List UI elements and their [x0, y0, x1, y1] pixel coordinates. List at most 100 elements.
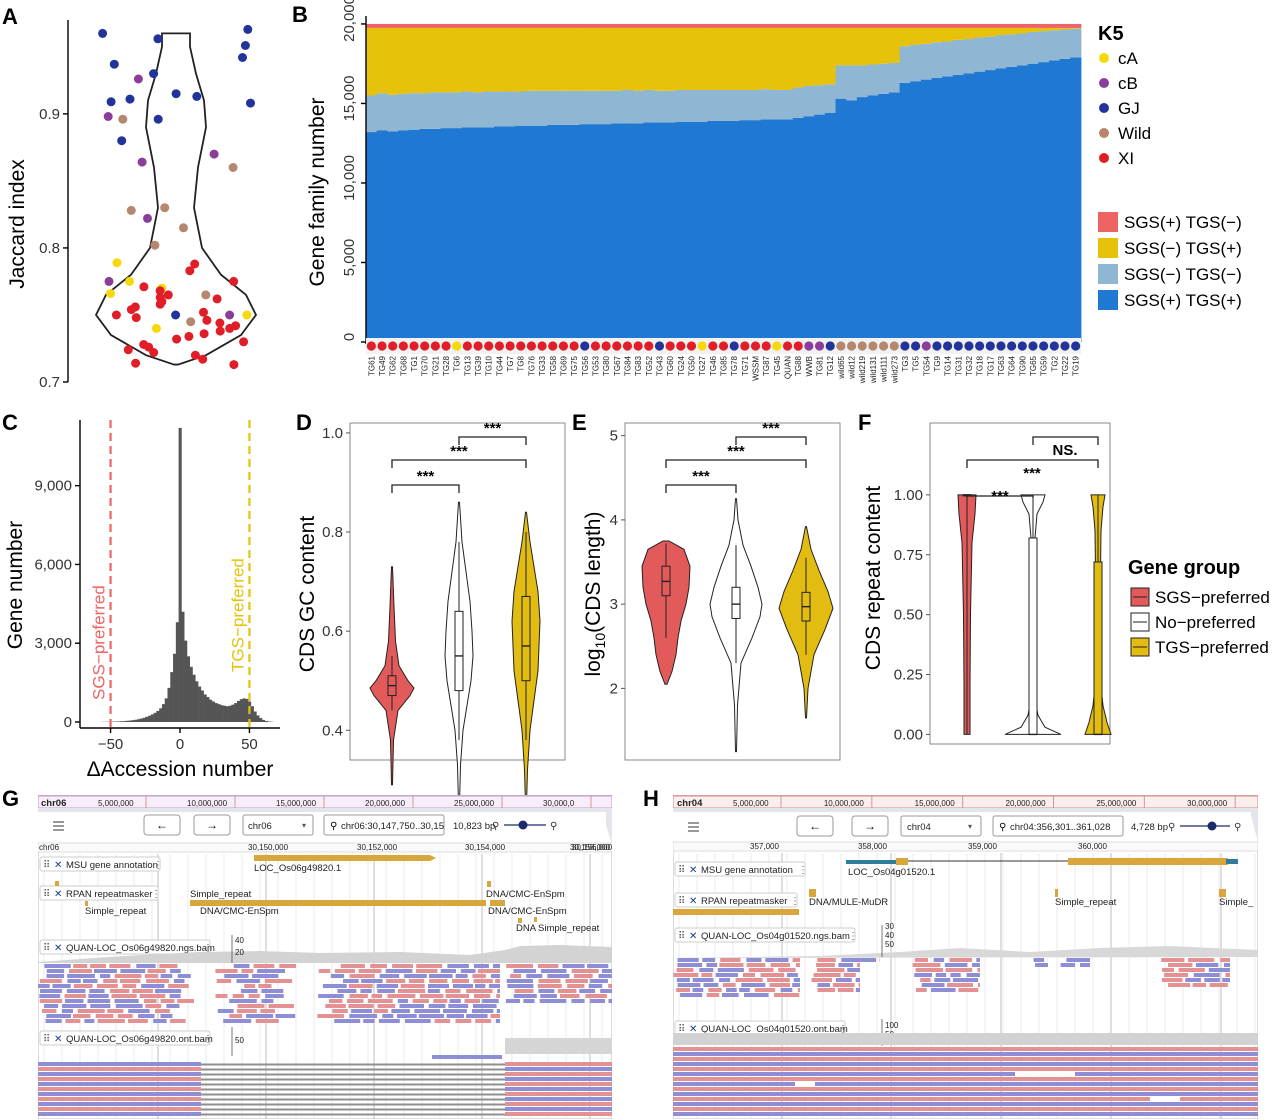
- panel-a-point: [186, 317, 196, 327]
- g-zoom-in-icon[interactable]: ⚲: [550, 821, 557, 832]
- g-gene-model[interactable]: [254, 855, 436, 861]
- g-ngs-track-header: [39, 939, 211, 955]
- h-ngs-track-name: QUAN-LOC_Os04g01520.ngs.bam: [701, 931, 850, 942]
- g-ngs-read: [513, 969, 536, 973]
- h-menu-icon[interactable]: [688, 822, 699, 832]
- signif-bracket: [391, 459, 527, 468]
- h-ruler-label: 20,000,000: [1006, 799, 1047, 808]
- g-ngs-read: [496, 1009, 500, 1013]
- panel-b-bar-segment: [643, 122, 655, 342]
- g-ngs-read: [215, 969, 238, 973]
- h-ngs-read: [792, 958, 800, 962]
- h-ngs-read: [1168, 963, 1193, 967]
- h-gene-track-menu-icon[interactable]: ⋮: [798, 865, 808, 876]
- panel-c-hist-bar: [139, 718, 143, 722]
- h-gene-drag-handle-icon[interactable]: ⠿: [678, 865, 685, 876]
- g-coord-label: chr06: [39, 843, 60, 852]
- g-menu-icon[interactable]: [53, 821, 64, 831]
- g-ngs-read: [252, 974, 279, 978]
- g-ont-drag-handle-icon[interactable]: ⠿: [43, 1034, 50, 1045]
- h-ont-drag-handle-icon[interactable]: ⠿: [678, 1024, 685, 1035]
- g-repeat-close-icon[interactable]: ✕: [54, 889, 62, 900]
- panel-b-bar-segment: [472, 23, 484, 28]
- panel-b-bar-segment: [718, 23, 730, 28]
- panel-b-bar-segment: [483, 23, 495, 28]
- h-zoom-thumb[interactable]: [1207, 821, 1217, 831]
- g-repeat-feature: [190, 900, 486, 906]
- h-ngs-read: [708, 988, 722, 992]
- g-gene-close-icon[interactable]: ✕: [54, 860, 62, 871]
- g-back-button[interactable]: [143, 814, 181, 836]
- g-repeat-track-menu-icon[interactable]: ⋮: [151, 889, 161, 900]
- panel-b-xtick-label: TG28: [442, 355, 451, 376]
- h-gene-utr[interactable]: [1226, 859, 1238, 864]
- g-ngs-read: [73, 964, 88, 968]
- h-zoom-out-icon[interactable]: ⚲: [1168, 822, 1175, 833]
- g-ngs-read: [565, 979, 588, 983]
- g-ngs-read: [69, 969, 92, 973]
- g-zoom-out-icon[interactable]: ⚲: [492, 821, 499, 832]
- h-ngs-read: [841, 958, 860, 962]
- h-ont-read: [673, 1107, 1258, 1111]
- g-ont-read: [38, 1087, 201, 1091]
- g-ngs-read: [433, 999, 448, 1003]
- h-ont-track-menu-icon[interactable]: ⋮: [838, 1024, 848, 1035]
- legend-dot-gj: [1099, 103, 1109, 113]
- h-gene-exon[interactable]: [896, 858, 908, 865]
- g-ngs-read: [155, 1009, 170, 1013]
- g-ngs-read: [317, 1014, 344, 1018]
- panel-b-bar-segment: [568, 90, 580, 125]
- h-repeat-drag-handle-icon[interactable]: ⠿: [678, 896, 685, 907]
- h-ngs-track-menu-icon[interactable]: ⋮: [848, 931, 858, 942]
- g-ngs-read: [464, 999, 481, 1003]
- g-ngs-read: [154, 989, 182, 993]
- g-forward-button[interactable]: [193, 814, 231, 836]
- g-ngs-drag-handle-icon[interactable]: ⠿: [43, 943, 50, 954]
- g-ngs-close-icon[interactable]: ✕: [54, 943, 62, 954]
- panel-c-hist-bar: [242, 698, 246, 722]
- g-ngs-read: [237, 1004, 265, 1008]
- h-ngs-read: [1033, 958, 1045, 962]
- h-ngs-read: [811, 978, 832, 982]
- h-chevron-down-icon: ▾: [968, 822, 972, 831]
- h-ont-close-icon[interactable]: ✕: [689, 1024, 697, 1035]
- g-ngs-read: [391, 1009, 410, 1013]
- g-gene-drag-handle-icon[interactable]: ⠿: [43, 860, 50, 871]
- h-repeat-close-icon[interactable]: ✕: [689, 896, 697, 907]
- g-ngs-read: [265, 994, 284, 998]
- h-forward-button[interactable]: [851, 815, 889, 837]
- g-ngs-read: [496, 994, 500, 998]
- panel-b-bar-segment: [622, 89, 634, 124]
- g-ngs-read: [39, 994, 61, 998]
- h-repeat-track-menu-icon[interactable]: ⋮: [790, 896, 800, 907]
- g-ngs-read: [260, 1009, 275, 1013]
- h-chrom-select[interactable]: [900, 815, 982, 837]
- g-ngs-track-menu-icon[interactable]: ⋮: [203, 943, 213, 954]
- g-ngs-read: [236, 1009, 257, 1013]
- h-back-button[interactable]: [796, 815, 834, 837]
- h-ngs-read: [797, 988, 800, 992]
- g-ont-track-menu-icon[interactable]: ⋮: [203, 1034, 213, 1045]
- h-locus-input[interactable]: [992, 815, 1124, 837]
- panel-a-point: [179, 223, 188, 233]
- h-ngs-drag-handle-icon[interactable]: ⠿: [678, 931, 685, 942]
- h-gene-close-icon[interactable]: ✕: [689, 865, 697, 876]
- h-zoom-in-icon[interactable]: ⚲: [1234, 822, 1241, 833]
- g-ont-close-icon[interactable]: ✕: [54, 1034, 62, 1045]
- g-gene-track-menu-icon[interactable]: ⋮: [153, 860, 163, 871]
- g-ngs-read: [232, 994, 244, 998]
- panel-b-bar-segment: [878, 63, 890, 94]
- g-chrom-select[interactable]: [242, 814, 314, 836]
- g-locus-input[interactable]: [323, 814, 445, 836]
- h-gene-exon[interactable]: [1068, 858, 1228, 865]
- g-repeat-drag-handle-icon[interactable]: ⠿: [43, 889, 50, 900]
- h-gene-utr[interactable]: [846, 860, 898, 864]
- panel-a-point: [111, 310, 121, 320]
- h-repeat-feature: [1219, 889, 1226, 897]
- h-ngs-close-icon[interactable]: ✕: [689, 931, 697, 942]
- g-zoom-thumb[interactable]: [518, 820, 528, 830]
- g-ruler-label: 10,000,000: [187, 799, 228, 808]
- panel-b-xtick-label: wild131: [869, 355, 878, 384]
- g-ngs-read: [475, 1019, 492, 1023]
- panel-b-bar-segment: [494, 27, 506, 92]
